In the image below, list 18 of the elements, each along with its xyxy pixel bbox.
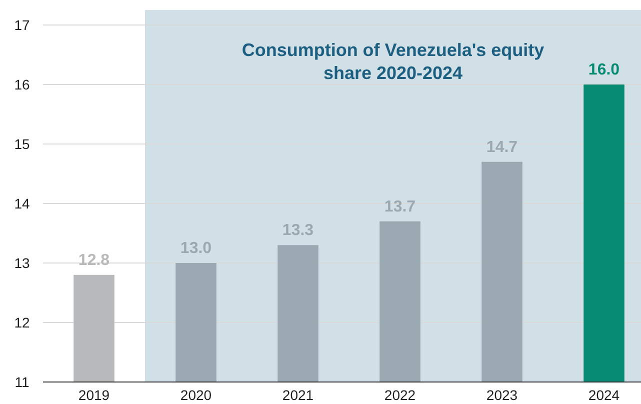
y-tick-label: 16 [14, 76, 30, 92]
x-tick-label: 2021 [282, 387, 314, 403]
y-tick-label: 15 [14, 136, 30, 152]
x-tick-label: 2020 [180, 387, 212, 403]
data-label: 14.7 [486, 138, 518, 156]
data-label: 12.8 [78, 252, 110, 269]
y-tick-label: 11 [14, 374, 30, 390]
data-label: 13.7 [384, 198, 416, 216]
x-tick-label: 2019 [78, 387, 110, 403]
y-tick-label: 14 [14, 195, 30, 212]
x-tick-label: 2023 [486, 387, 518, 403]
band-label: Consumption of Venezuela's equity share 2020-2024 [242, 40, 544, 83]
data-label: 16.0 [588, 62, 620, 78]
x-tick-label: 2024 [588, 387, 620, 403]
y-tick-label: 17 [14, 16, 30, 33]
y-tick-label: 12 [14, 314, 30, 330]
y-tick-label: 13 [14, 254, 30, 271]
x-tick-label: 2022 [384, 387, 416, 403]
